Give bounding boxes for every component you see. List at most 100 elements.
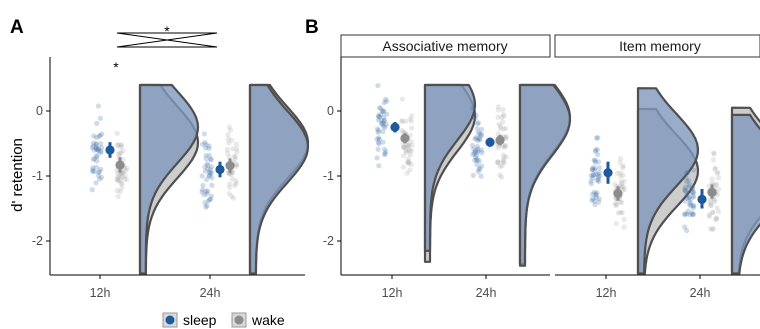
sleep-data-point	[478, 173, 484, 179]
wake-data-point	[503, 154, 510, 160]
x-tick-label: 12h	[90, 286, 111, 300]
sleep-data-point	[91, 133, 97, 139]
wake-data-point	[233, 162, 239, 168]
sleep-data-point	[209, 175, 215, 181]
wake-data-point	[707, 197, 713, 203]
wake-data-point	[613, 202, 619, 208]
sleep-data-point	[97, 132, 103, 138]
sleep-data-point	[94, 120, 100, 127]
sleep-data-point	[593, 191, 599, 197]
sleep-data-point	[472, 157, 478, 164]
wake-data-point	[232, 154, 238, 160]
sleep-density-cloud	[730, 113, 760, 275]
wake-data-point	[503, 134, 509, 140]
wake-data-point	[500, 107, 506, 113]
sleep-data-point	[95, 103, 102, 109]
sleep-data-point	[686, 178, 692, 184]
sleep-data-point	[686, 194, 692, 200]
sleep-data-point	[684, 192, 690, 198]
sleep-data-point	[684, 227, 690, 234]
sleep-data-point	[380, 129, 386, 135]
sleep-data-point	[682, 211, 688, 217]
wake-data-point	[114, 176, 120, 182]
sleep-data-point	[478, 131, 484, 137]
sleep-data-point	[470, 172, 476, 178]
wake-data-point	[115, 194, 121, 200]
wake-data-point	[228, 137, 235, 143]
sleep-data-point	[93, 144, 100, 150]
sleep-data-point	[472, 149, 478, 155]
sleep-data-point	[206, 173, 212, 179]
sleep-density-cloud	[248, 83, 310, 275]
sleep-data-point	[200, 182, 206, 188]
wake-data-point	[501, 152, 507, 158]
wake-data-point	[615, 210, 622, 216]
sleep-mean-point	[215, 164, 225, 175]
sleep-data-point	[690, 193, 696, 199]
sleep-data-point	[383, 121, 389, 127]
sleep-data-point	[379, 120, 385, 126]
sleep-data-point	[378, 111, 384, 117]
sleep-data-point	[475, 120, 482, 126]
sleep-data-point	[98, 148, 104, 154]
wake-data-point	[619, 210, 625, 216]
wake-data-point	[500, 119, 506, 125]
sleep-density-cloud	[423, 83, 477, 252]
sleep-data-point	[477, 137, 483, 143]
sleep-data-point	[477, 131, 483, 137]
sleep-data-point	[690, 189, 696, 195]
wake-data-point	[500, 111, 506, 118]
wake-data-point	[230, 146, 236, 152]
wake-data-point	[408, 147, 415, 154]
sleep-data-point	[202, 145, 209, 151]
wake-data-point	[230, 169, 236, 176]
wake-data-point	[500, 143, 506, 149]
sleep-data-point	[479, 150, 485, 156]
wake-data-point	[400, 144, 407, 150]
sleep-data-point	[597, 173, 603, 179]
wake-data-point	[710, 226, 716, 232]
sleep-data-point	[596, 199, 602, 205]
wake-data-point	[495, 159, 501, 165]
sleep-data-point	[472, 148, 479, 154]
sleep-data-point	[690, 205, 697, 211]
wake-data-point	[399, 127, 405, 134]
legend-sleep-label: sleep	[183, 312, 217, 328]
sleep-data-point	[202, 164, 208, 170]
wake-data-point	[621, 216, 627, 222]
strip-item-box	[554, 34, 760, 58]
wake-data-point	[501, 144, 507, 150]
wake-data-point	[406, 158, 412, 165]
sleep-data-point	[474, 162, 480, 168]
sleep-data-point	[201, 192, 208, 198]
wake-mean-point	[400, 133, 410, 143]
sleep-data-point	[204, 161, 210, 167]
sleep-data-point	[684, 195, 690, 201]
sleep-data-point	[206, 152, 213, 159]
wake-data-point	[121, 176, 128, 182]
wake-data-point	[713, 216, 719, 222]
wake-data-point	[710, 209, 716, 215]
sleep-data-point	[381, 118, 387, 124]
wake-data-point	[709, 176, 715, 182]
wake-data-point	[117, 144, 123, 150]
sleep-data-point	[89, 145, 95, 151]
wake-data-point	[117, 150, 123, 156]
wake-data-point	[503, 125, 509, 132]
wake-data-point	[712, 199, 718, 205]
sleep-data-point	[594, 147, 601, 153]
sleep-data-point	[208, 193, 215, 199]
legend-wake-dot-icon	[234, 315, 244, 325]
sleep-data-point	[94, 158, 100, 164]
wake-data-point	[407, 167, 413, 173]
wake-data-point	[503, 142, 509, 148]
sleep-data-point	[202, 200, 208, 206]
wake-data-point	[498, 174, 505, 180]
sleep-data-point	[591, 198, 597, 204]
sleep-data-point	[592, 165, 598, 171]
wake-data-point	[120, 148, 126, 154]
legend-sleep-dot-icon	[165, 315, 175, 325]
sleep-data-point	[90, 143, 96, 149]
sleep-data-point	[593, 192, 599, 198]
sleep-data-point	[593, 135, 600, 141]
